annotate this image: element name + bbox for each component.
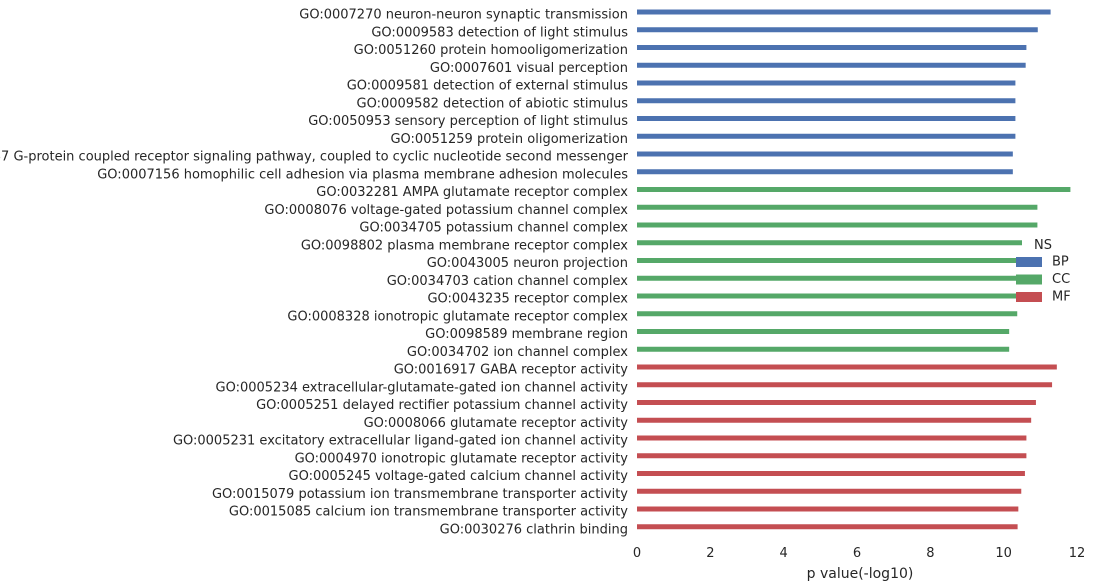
- y-tick-label: GO:0004970 ionotropic glutamate receptor…: [295, 451, 629, 466]
- y-tick-label: GO:0015085 calcium ion transmembrane tra…: [229, 505, 628, 520]
- y-tick-label: GO:0043235 receptor complex: [427, 292, 628, 307]
- bar-cc: [637, 204, 1038, 210]
- bar-cc: [637, 311, 1018, 317]
- x-tick-label: 6: [853, 546, 861, 561]
- legend-label-bp: BP: [1052, 255, 1069, 270]
- x-tick-label: 4: [780, 546, 788, 561]
- x-tick-labels: 0 2 4 6 8 10 12: [633, 546, 1085, 561]
- bar-mf: [637, 364, 1057, 370]
- y-tick-label: GO:0030276 clathrin binding: [440, 522, 628, 537]
- y-tick-label: GO:0005234 extracellular-glutamate-gated…: [216, 380, 629, 395]
- bar-mf: [637, 506, 1019, 512]
- y-tick-label: GO:0051260 protein homooligomerization: [354, 43, 628, 58]
- bar-mf: [637, 524, 1018, 530]
- y-tick-label: GO:0098802 plasma membrane receptor comp…: [301, 238, 628, 253]
- y-tick-label: GO:0050953 sensory perception of light s…: [308, 114, 628, 129]
- y-tick-label: GO:0009581 detection of external stimulu…: [347, 79, 629, 94]
- bar-mf: [637, 400, 1036, 405]
- y-tick-label: GO:0005231 excitatory extracellular liga…: [173, 434, 628, 449]
- y-tick-label: GO:0034703 cation channel complex: [387, 274, 629, 289]
- bar-bp: [637, 80, 1016, 86]
- y-tick-label: GO:0008328 ionotropic glutamate receptor…: [287, 309, 628, 324]
- bar-mf: [637, 471, 1025, 476]
- y-tick-label: GO:0007187 G-protein coupled receptor si…: [0, 150, 629, 165]
- bar-cc: [637, 187, 1071, 192]
- bar-bp: [637, 133, 1016, 139]
- bar-cc: [637, 240, 1022, 246]
- y-tick-label: GO:0034705 potassium channel complex: [359, 221, 628, 236]
- bar-cc: [637, 329, 1010, 334]
- y-tick-label: GO:0009583 detection of light stimulus: [371, 25, 628, 40]
- bar-mf: [637, 435, 1027, 441]
- y-tick-label: GO:0015079 potassium ion transmembrane t…: [212, 487, 628, 502]
- y-tick-label: GO:0005245 voltage-gated calcium channel…: [289, 469, 629, 484]
- y-tick-label: GO:0007270 neuron-neuron synaptic transm…: [299, 8, 628, 23]
- x-tick-label: 2: [706, 546, 714, 561]
- legend-label-mf: MF: [1052, 290, 1071, 305]
- y-tick-label: GO:0009582 detection of abiotic stimulus: [357, 96, 629, 111]
- legend: NS BP CC MF: [1016, 238, 1071, 305]
- legend-swatch-mf: [1016, 292, 1042, 302]
- legend-title: NS: [1034, 238, 1052, 253]
- x-tick-label: 0: [633, 546, 641, 561]
- y-tick-label: GO:0098589 membrane region: [425, 327, 628, 342]
- bar-cc: [637, 222, 1038, 228]
- y-tick-labels: GO:0007270 neuron-neuron synaptic transm…: [0, 8, 629, 538]
- bar-cc: [637, 275, 1018, 281]
- legend-swatch-cc: [1016, 274, 1042, 285]
- bar-bp: [637, 27, 1038, 33]
- bar-mf: [637, 488, 1022, 494]
- y-tick-label: GO:0005251 delayed rectifier potassium c…: [256, 398, 628, 413]
- bar-bp: [637, 45, 1027, 50]
- bar-bp: [637, 151, 1013, 157]
- bar-bp: [637, 98, 1016, 104]
- y-tick-label: GO:0043005 neuron projection: [427, 256, 628, 271]
- bar-mf: [637, 453, 1027, 459]
- x-tick-label: 8: [926, 546, 934, 561]
- bar-mf: [637, 417, 1032, 423]
- y-tick-label: GO:0007601 visual perception: [430, 61, 628, 76]
- bar-bp: [637, 9, 1051, 15]
- legend-label-cc: CC: [1052, 272, 1070, 287]
- bars-group: [637, 9, 1071, 530]
- bar-cc: [637, 258, 1018, 263]
- x-tick-label: 10: [995, 546, 1012, 561]
- bar-bp: [637, 62, 1026, 68]
- y-tick-label: GO:0016917 GABA receptor activity: [394, 363, 629, 378]
- bar-cc: [637, 293, 1018, 299]
- y-tick-label: GO:0008066 glutamate receptor activity: [364, 416, 629, 431]
- bar-bp: [637, 116, 1016, 121]
- y-tick-label: GO:0007156 homophilic cell adhesion via …: [97, 167, 628, 182]
- y-tick-label: GO:0034702 ion channel complex: [407, 345, 628, 360]
- bar-mf: [637, 382, 1053, 388]
- x-axis-label: p value(-log10): [807, 566, 914, 582]
- y-tick-label: GO:0008076 voltage-gated potassium chann…: [264, 203, 628, 218]
- y-tick-label: GO:0032281 AMPA glutamate receptor compl…: [316, 185, 628, 200]
- legend-swatch-bp: [1016, 257, 1042, 267]
- y-tick-label: GO:0051259 protein oligomerization: [390, 132, 628, 147]
- bar-cc: [637, 346, 1010, 352]
- bar-bp: [637, 169, 1013, 175]
- x-tick-label: 12: [1069, 546, 1086, 561]
